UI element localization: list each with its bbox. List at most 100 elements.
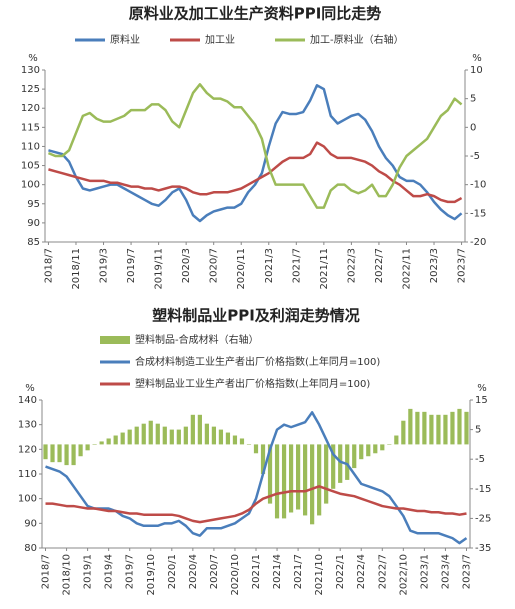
x-tick-label: 2020/7 [209,554,220,589]
x-tick-label: 2022/10 [398,554,409,596]
line-series [47,83,463,209]
x-tick-label: 2020/4 [188,554,199,589]
bar [85,444,90,451]
y2-tick-label: 15 [475,395,488,406]
bar [141,423,146,445]
bar [246,444,252,445]
bar [57,444,62,463]
chart-title: 塑料制品业PPI及利润走势情况 [152,307,360,325]
x-tick-label: 2018/11 [71,248,82,290]
x-tick-label: 2022/1 [335,554,346,589]
y2-tick-label: -15 [470,208,486,219]
x-tick-label: 2023/3 [429,248,440,283]
y2-tick-label: -20 [470,237,486,248]
line-series [48,141,463,204]
x-tick-label: 2018/7 [43,248,54,283]
line-series [48,84,463,223]
y2-tick-label: -25 [475,513,491,524]
bar [148,420,153,445]
y2-tick-label: -15 [475,484,491,495]
y2-tick-label: 5 [470,94,476,105]
y2-tick-label: 5 [475,425,481,436]
y-tick-label: 130 [18,420,37,431]
bar [310,444,315,525]
y-tick-label: 140 [18,395,37,406]
bar [92,444,97,445]
y-tick-label: 100 [21,180,40,191]
bar [422,411,427,445]
bar [71,444,76,466]
bar [190,414,195,445]
x-tick-label: 2020/10 [230,554,241,596]
y2-axis-unit: % [472,53,482,64]
bar [134,426,139,445]
legend-label: 合成材料制造工业生产者出厂价格指数(上年同月=100) [135,355,380,368]
y-tick-label: 80 [24,543,37,554]
y-tick-label: 85 [27,237,40,248]
bar [176,429,181,445]
x-tick-label: 2023/7 [457,248,468,283]
bar [211,426,217,445]
bar [401,420,406,445]
bar [78,444,83,457]
y2-tick-label: -5 [475,454,485,465]
bar [197,414,202,445]
bar [239,438,245,445]
x-tick-label: 2019/4 [104,554,115,589]
x-tick-label: 2021/1 [251,554,262,589]
bar [99,441,104,445]
bar [267,444,273,504]
bar [394,435,399,445]
y2-tick-label: 10 [470,65,483,76]
y2-tick-label: -35 [475,543,491,554]
y-tick-label: 130 [21,65,40,76]
bar [183,426,188,445]
line-series [45,485,467,524]
y-tick-label: 125 [21,84,40,95]
x-tick-label: 2018/7 [41,554,52,589]
bar [260,444,266,474]
y-axis-unit: % [25,383,35,394]
bar [155,423,160,445]
bar [169,429,174,445]
bar [106,438,111,445]
y2-tick-label: -5 [470,151,480,162]
x-tick-label: 2022/4 [356,554,367,589]
bar [380,444,385,451]
bar [50,444,55,463]
bar [253,444,259,454]
bar [457,408,462,445]
x-tick-label: 2021/3 [264,248,275,283]
legend-label: 塑料制品业工业生产者出厂价格指数(上年同月=100) [135,377,370,390]
bar [274,444,280,519]
x-tick-label: 2018/10 [62,554,73,596]
bar [281,444,287,519]
bar [464,411,469,445]
bar [317,444,322,516]
y-tick-label: 120 [21,103,40,114]
bar [218,429,224,445]
y-tick-label: 110 [21,141,40,152]
chart-title: 原料业及加工业生产资料PPI同比走势 [129,5,382,23]
legend-label: 加工-原料业（右轴） [310,33,404,46]
bar [338,444,343,483]
bar [373,444,378,454]
x-tick-label: 2019/7 [126,248,137,283]
bar [359,444,364,460]
bar [450,411,455,445]
bar [43,444,48,460]
y-tick-label: 110 [18,469,37,480]
x-tick-label: 2019/7 [125,554,136,589]
x-tick-label: 2021/10 [314,554,325,596]
x-tick-label: 2020/3 [181,248,192,283]
bar [120,432,125,445]
x-tick-label: 2021/11 [319,248,330,290]
bar [204,423,209,445]
x-tick-label: 2022/7 [374,248,385,283]
y-tick-label: 120 [18,444,37,455]
bar [232,435,238,445]
bar [366,444,371,457]
y-tick-label: 90 [27,218,40,229]
bar [331,444,336,489]
bar [303,444,308,516]
